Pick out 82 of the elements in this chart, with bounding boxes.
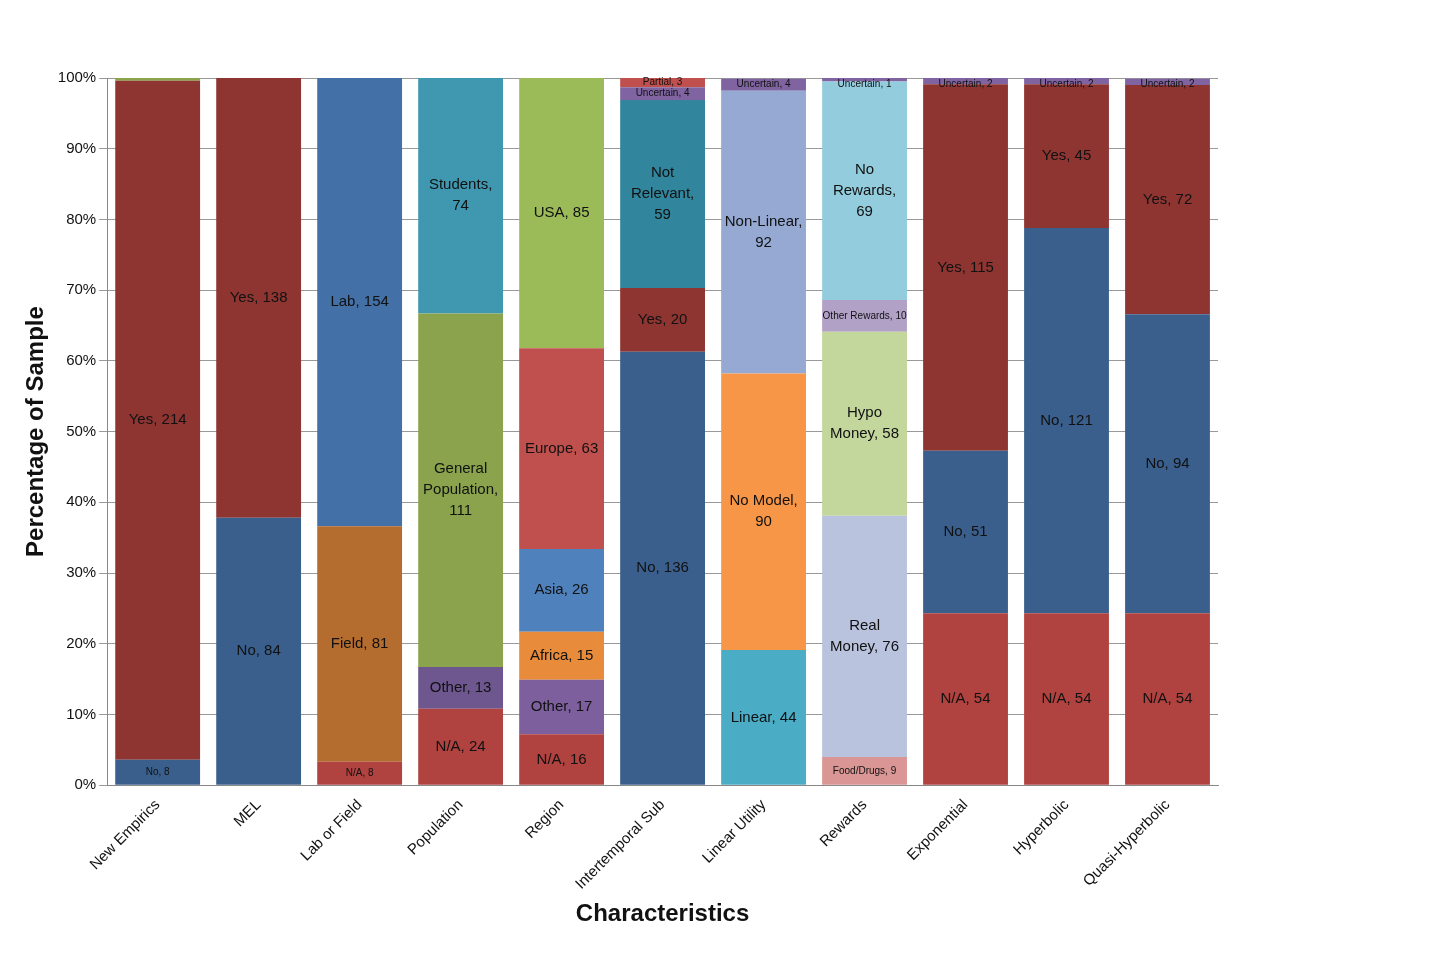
annotation: Europe, 63: [524, 438, 599, 456]
annotation: N/A, 54: [1142, 689, 1193, 707]
bar: [317, 526, 403, 762]
annotation: Yes, 214: [128, 410, 187, 428]
bar: [822, 331, 907, 516]
y-tick-label: 10%: [66, 704, 97, 722]
annotation: Food/Drugs, 9: [832, 764, 897, 776]
bar: [519, 548, 605, 632]
bar: [822, 81, 907, 301]
annotation: General Population, 111: [423, 459, 499, 519]
bar: [317, 761, 403, 785]
bar: [317, 78, 403, 527]
annotation: No, 51: [943, 522, 988, 540]
annotation: Field, 81: [330, 634, 389, 652]
annotation: USA, 85: [533, 203, 590, 221]
annotation: N/A, 54: [1041, 689, 1092, 707]
y-tick-label: 50%: [66, 421, 97, 439]
annotation: Partial, 3: [642, 76, 683, 88]
x-axis-title: Characteristics: [575, 899, 750, 927]
bar: [519, 679, 605, 735]
bar: [1125, 314, 1210, 614]
annotation: Students, 74: [428, 175, 493, 214]
annotation: Other, 13: [429, 678, 492, 696]
annotation: N/A, 16: [536, 749, 587, 767]
annotation: Uncertain, 4: [736, 78, 791, 90]
annotation: Lab, 154: [330, 292, 389, 310]
bar: [1125, 613, 1210, 785]
bar: [115, 78, 201, 81]
bar: [519, 631, 605, 680]
annotation: Yes, 72: [1142, 189, 1193, 207]
x-tick-label: MEL: [229, 795, 264, 830]
annotation: No, 121: [1040, 410, 1093, 428]
annotation: Africa, 15: [529, 645, 594, 663]
annotation: Asia, 26: [534, 580, 589, 598]
y-tick-label: 60%: [66, 351, 97, 369]
annotation: Other Rewards, 10: [822, 309, 907, 321]
annotation: N/A, 8: [345, 766, 374, 778]
bar: [721, 373, 806, 651]
annotation: Non-Linear, 92: [724, 211, 803, 250]
y-tick-label: 20%: [66, 633, 97, 651]
annotation: Hypo Money, 58: [830, 403, 900, 442]
annotation: N/A, 24: [435, 736, 486, 754]
bar: [923, 613, 1008, 785]
annotation: Real Money, 76: [830, 615, 900, 654]
annotation: No, 136: [636, 558, 689, 576]
bar: [418, 708, 504, 785]
bar: [1024, 613, 1109, 785]
bar: [418, 313, 504, 668]
y-axis-title: Percentage of Sample: [21, 306, 49, 557]
y-tick-label: 70%: [66, 280, 97, 298]
bar: [620, 99, 705, 289]
bar: [418, 78, 504, 314]
bar: [519, 734, 605, 785]
annotation: Yes, 115: [937, 257, 994, 275]
annotation: No, 8: [145, 765, 171, 777]
annotation: Not Relevant, 59: [630, 163, 695, 223]
bar: [418, 667, 504, 709]
y-tick-label: 90%: [66, 138, 97, 156]
annotation: Yes, 138: [229, 288, 288, 306]
annotation: Uncertain, 4: [635, 87, 690, 99]
y-tick-label: 100%: [57, 68, 97, 86]
y-tick-label: 30%: [66, 563, 97, 581]
annotation: N/A, 54: [940, 689, 991, 707]
y-tick-label: 40%: [66, 492, 97, 510]
y-tick-label: 80%: [66, 209, 97, 227]
y-tick-label: 0%: [74, 775, 97, 793]
annotation: Uncertain, 1: [837, 77, 892, 89]
bar: [923, 450, 1008, 614]
bar: [822, 515, 907, 757]
annotation: Other, 17: [530, 697, 593, 715]
bar: [721, 650, 806, 785]
annotation: Yes, 45: [1041, 146, 1092, 164]
bar: [721, 90, 806, 374]
annotation: No Model, 90: [729, 491, 798, 530]
annotation: No, 94: [1145, 453, 1190, 471]
annotation: No Rewards, 69: [832, 159, 897, 219]
annotation: Linear, 44: [730, 707, 797, 725]
bar: [519, 78, 605, 349]
bar: [1024, 227, 1109, 614]
annotation: Yes, 20: [637, 309, 688, 327]
annotation: No, 84: [236, 641, 281, 659]
bar: [519, 348, 605, 549]
